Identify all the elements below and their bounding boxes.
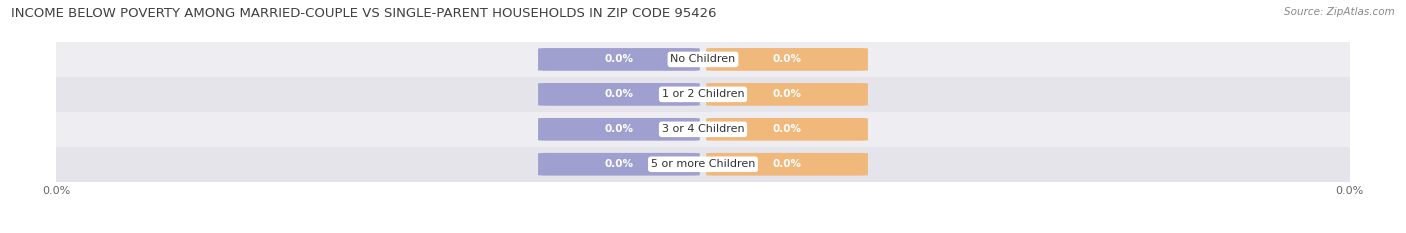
Text: 0.0%: 0.0% [772,55,801,64]
Text: 0.0%: 0.0% [605,55,634,64]
Text: 0.0%: 0.0% [772,159,801,169]
Bar [56,112,1350,147]
FancyBboxPatch shape [538,48,700,71]
Text: 0.0%: 0.0% [605,89,634,99]
Text: Source: ZipAtlas.com: Source: ZipAtlas.com [1284,7,1395,17]
Text: 3 or 4 Children: 3 or 4 Children [662,124,744,134]
Text: 5 or more Children: 5 or more Children [651,159,755,169]
Text: INCOME BELOW POVERTY AMONG MARRIED-COUPLE VS SINGLE-PARENT HOUSEHOLDS IN ZIP COD: INCOME BELOW POVERTY AMONG MARRIED-COUPL… [11,7,717,20]
FancyBboxPatch shape [538,118,700,141]
Text: 1 or 2 Children: 1 or 2 Children [662,89,744,99]
Text: No Children: No Children [671,55,735,64]
Bar [56,42,1350,77]
FancyBboxPatch shape [706,153,868,176]
FancyBboxPatch shape [706,118,868,141]
FancyBboxPatch shape [706,48,868,71]
Text: 0.0%: 0.0% [605,159,634,169]
FancyBboxPatch shape [538,153,700,176]
FancyBboxPatch shape [538,83,700,106]
Bar [56,77,1350,112]
Text: 0.0%: 0.0% [772,89,801,99]
FancyBboxPatch shape [706,83,868,106]
Text: 0.0%: 0.0% [772,124,801,134]
Text: 0.0%: 0.0% [605,124,634,134]
Bar [56,147,1350,182]
